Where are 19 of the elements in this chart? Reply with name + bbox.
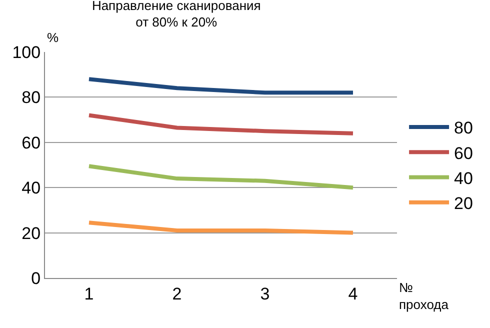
line-series [87, 164, 355, 190]
y-tick-label: 40 [22, 178, 41, 198]
legend-label: 60 [454, 144, 473, 163]
line-series [87, 113, 355, 136]
y-axis-title: % [47, 30, 59, 45]
legend-label: 80 [454, 118, 473, 138]
x-axis-title: № прохода [399, 280, 450, 312]
x-tick-label: 3 [260, 284, 270, 304]
y-tick-label: 60 [22, 133, 41, 152]
y-tick-label: 80 [22, 88, 41, 108]
legend-label: 40 [454, 168, 473, 188]
x-tick-label: 4 [348, 284, 358, 304]
x-tick-label: 1 [84, 284, 94, 304]
x-tick-label: 2 [172, 284, 182, 304]
y-tick-label: 0 [31, 268, 41, 288]
y-tick-label: 100 [12, 42, 41, 62]
chart-title: Направление сканирования от 80% к 20% [92, 0, 261, 30]
legend-label: 20 [454, 194, 473, 213]
y-tick-label: 20 [22, 224, 41, 243]
